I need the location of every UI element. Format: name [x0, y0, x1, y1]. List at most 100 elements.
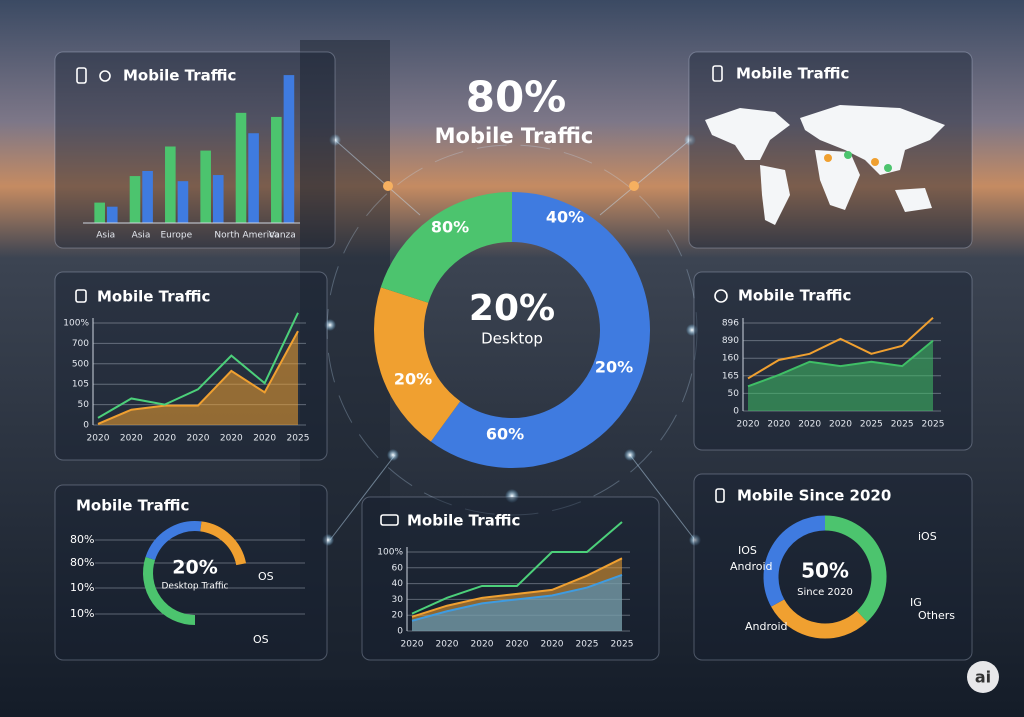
- x-tick-label: 2020: [220, 434, 243, 444]
- segment-label: Others: [918, 609, 955, 622]
- segment: [771, 599, 868, 639]
- area: [748, 340, 933, 411]
- x-tick-label: 2025: [891, 420, 914, 430]
- center-label: Desktop Traffic: [161, 582, 228, 592]
- x-tick-label: 2020: [506, 640, 529, 650]
- x-tick-label: 2020: [471, 640, 494, 650]
- x-tick-label: 2020: [153, 434, 176, 444]
- segment: [143, 556, 196, 625]
- x-tick-label: 2020: [87, 434, 110, 444]
- world-map: [705, 105, 945, 225]
- panel: [54, 51, 336, 249]
- y-tick-label: 100%: [63, 319, 89, 329]
- area: [412, 574, 622, 631]
- segment: [145, 521, 202, 561]
- segment: [200, 521, 247, 566]
- line: [97, 330, 299, 425]
- x-tick-label: 2025: [922, 420, 945, 430]
- bar: [212, 175, 224, 223]
- icons: [75, 65, 728, 526]
- chart-title: Mobile Traffic: [738, 287, 851, 305]
- chart-title: Mobile Traffic: [123, 67, 236, 85]
- segment: [824, 515, 887, 622]
- bar: [106, 206, 118, 223]
- bar: [235, 112, 247, 223]
- center-value: 20%: [469, 288, 555, 329]
- y-tick-label: 20: [392, 611, 404, 621]
- badge-bg: [967, 661, 999, 693]
- line: [747, 316, 934, 380]
- x-tick-label: 2020: [767, 420, 790, 430]
- bar: [94, 202, 105, 223]
- x-tick-label: 2020: [737, 420, 760, 430]
- line: [411, 573, 623, 622]
- line: [97, 312, 299, 419]
- segment: [380, 192, 513, 304]
- chart-title: Mobile Traffic: [97, 288, 210, 306]
- x-tick-label: 2025: [860, 420, 883, 430]
- x-tick-label: 2020: [436, 640, 459, 650]
- center-label: Since 2020: [797, 587, 853, 598]
- center-label: Desktop: [481, 330, 543, 348]
- segment-label: OS: [253, 633, 269, 646]
- bar: [200, 150, 211, 223]
- badge: ai: [975, 668, 991, 687]
- x-tick-label: 2025: [611, 640, 634, 650]
- segment-label: 10%: [70, 581, 94, 594]
- hero-value: 80%: [466, 73, 567, 122]
- panel: [693, 473, 973, 661]
- segment-label: IOS: [738, 544, 757, 557]
- line: [411, 557, 623, 618]
- area: [98, 331, 298, 425]
- segment-label: Android: [745, 620, 788, 633]
- y-tick-label: 896: [722, 319, 739, 329]
- x-tick-label: 2020: [253, 434, 276, 444]
- line: [411, 521, 623, 615]
- segment-label: IG: [910, 596, 922, 609]
- segment-label: 80%: [70, 556, 94, 569]
- center-value: 50%: [801, 559, 849, 583]
- hero-label: Mobile Traffic: [435, 124, 594, 148]
- segment: [374, 287, 461, 442]
- x-tick-label: Asia: [96, 231, 115, 241]
- panel: [54, 484, 328, 661]
- y-tick-label: 0: [83, 421, 89, 431]
- segment-label: 40%: [546, 208, 584, 227]
- y-tick-label: 40: [392, 579, 404, 589]
- segment-label: 60%: [486, 425, 524, 444]
- y-tick-label: 100%: [377, 548, 403, 558]
- segment-label: 10%: [70, 607, 94, 620]
- x-tick-label: Europe: [161, 231, 193, 241]
- bar: [271, 116, 282, 223]
- y-tick-label: 890: [722, 336, 739, 346]
- y-tick-label: 60: [392, 563, 404, 573]
- x-tick-label: North America: [214, 231, 279, 241]
- chart-title: Mobile Since 2020: [737, 487, 891, 505]
- y-tick-label: 160: [722, 354, 739, 364]
- x-tick-label: 2020: [798, 420, 821, 430]
- x-tick-label: 2020: [541, 640, 564, 650]
- x-tick-label: 2020: [120, 434, 143, 444]
- map-title: Mobile Traffic: [736, 65, 849, 83]
- segment-label: 80%: [431, 218, 469, 237]
- segment-label: 80%: [70, 533, 94, 546]
- y-tick-label: 0: [733, 407, 739, 417]
- segment: [763, 515, 826, 607]
- segment-label: 20%: [595, 358, 633, 377]
- center-value: 20%: [172, 557, 217, 579]
- x-tick-label: Asia: [132, 231, 151, 241]
- x-tick-label: Vanza: [269, 231, 296, 241]
- y-tick-label: 165: [722, 371, 739, 381]
- segment-label: 20%: [394, 370, 432, 389]
- segment: [430, 192, 650, 468]
- segment-label: Android: [730, 560, 773, 573]
- glow-dots: [322, 134, 701, 546]
- y-tick-label: 0: [397, 627, 403, 637]
- tower: [300, 40, 390, 680]
- x-tick-label: 2025: [576, 640, 599, 650]
- y-tick-label: 50: [78, 400, 90, 410]
- bar: [129, 176, 141, 223]
- x-tick-label: 2020: [401, 640, 424, 650]
- segment-label: iOS: [918, 530, 937, 543]
